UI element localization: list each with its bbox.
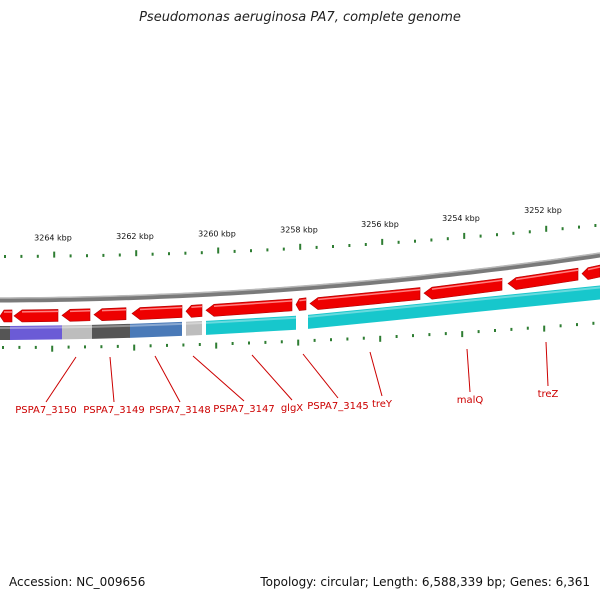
forward-gene-highlight <box>515 269 579 281</box>
forward-gene <box>0 309 13 323</box>
forward-gene <box>205 298 293 317</box>
scale-ticks-top <box>4 224 597 258</box>
gene-label-leader <box>192 355 245 402</box>
forward-gene-highlight <box>191 305 203 309</box>
scale-label: 3258 kbp <box>280 225 318 234</box>
reverse-gene-sheen <box>185 322 203 325</box>
reverse-gene-block <box>0 325 10 340</box>
gene-label-leader <box>251 354 293 401</box>
gene-label-leader <box>302 353 339 399</box>
forward-gene-highlight <box>213 300 293 308</box>
reverse-gene-sheen <box>307 286 600 318</box>
reverse-gene-block <box>206 315 296 335</box>
forward-gene <box>93 307 127 321</box>
reverse-gene-block <box>92 323 130 339</box>
topology-text: Topology: circular; Length: 6,588,339 bp… <box>260 575 590 589</box>
accession-text: Accession: NC_009656 <box>9 575 146 589</box>
gene-label-leader <box>369 351 383 397</box>
gene-label-leader <box>154 355 181 403</box>
forward-gene-highlight <box>69 310 91 313</box>
gene-label: PSPA7_3149 <box>83 405 144 416</box>
gene-labels: PSPA7_3150 PSPA7_3149 PSPA7_3148 PSPA7_3147… <box>15 389 558 416</box>
gene-label-leaders <box>45 341 549 403</box>
gene-label: PSPA7_3145 <box>307 401 368 412</box>
scale-label: 3256 kbp <box>361 220 399 229</box>
forward-gene-highlight <box>139 306 183 311</box>
reverse-gene-sheen <box>61 325 93 329</box>
forward-genes <box>0 264 600 323</box>
forward-gene-highlight <box>317 288 421 301</box>
backbone-highlight <box>0 252 600 299</box>
gene-label: PSPA7_3148 <box>149 405 210 416</box>
reverse-gene-sheen <box>129 322 183 327</box>
reverse-gene-sheen <box>91 324 131 328</box>
forward-gene <box>61 308 91 322</box>
genome-backbone <box>0 252 600 303</box>
gene-label: PSPA7_3147 <box>213 404 274 415</box>
reverse-gene-sheen <box>9 326 63 329</box>
forward-gene <box>185 304 203 318</box>
gene-label: PSPA7_3150 <box>15 405 76 416</box>
gene-label-leader <box>545 341 549 387</box>
gene-label-leader <box>466 348 471 393</box>
scale-labels: 3264 kbp 3262 kbp 3260 kbp 3258 kbp 3256 kbp… <box>34 206 562 242</box>
forward-gene-highlight <box>587 266 600 271</box>
reverse-gene-block <box>308 285 600 329</box>
scale-label: 3254 kbp <box>442 214 480 223</box>
gene-label: treY <box>372 399 393 410</box>
forward-gene <box>295 297 307 311</box>
reverse-gene-block <box>10 325 62 340</box>
scale-ticks-bottom <box>2 321 595 352</box>
gene-label: treZ <box>538 389 559 400</box>
forward-gene-highlight <box>431 279 503 290</box>
scale-label: 3264 kbp <box>34 234 72 243</box>
forward-gene-highlight <box>299 299 307 302</box>
gene-label-leader <box>45 356 77 403</box>
scale-label: 3252 kbp <box>524 206 562 215</box>
scale-label: 3260 kbp <box>198 229 236 238</box>
reverse-gene-block <box>186 321 202 336</box>
gene-label: malQ <box>457 395 484 406</box>
gene-label-leader <box>109 356 115 403</box>
forward-gene-highlight <box>101 308 127 312</box>
scale-label: 3262 kbp <box>116 232 154 241</box>
reverse-gene-block <box>62 324 92 340</box>
reverse-genes <box>0 285 600 340</box>
forward-gene <box>309 287 421 310</box>
gene-label: glgX <box>281 403 303 414</box>
reverse-gene-sheen <box>205 316 297 324</box>
reverse-gene-block <box>130 321 182 338</box>
genome-title: Pseudomonas aeruginosa PA7, complete gen… <box>139 10 461 25</box>
backbone-line <box>0 252 600 303</box>
forward-gene-highlight <box>21 310 59 313</box>
